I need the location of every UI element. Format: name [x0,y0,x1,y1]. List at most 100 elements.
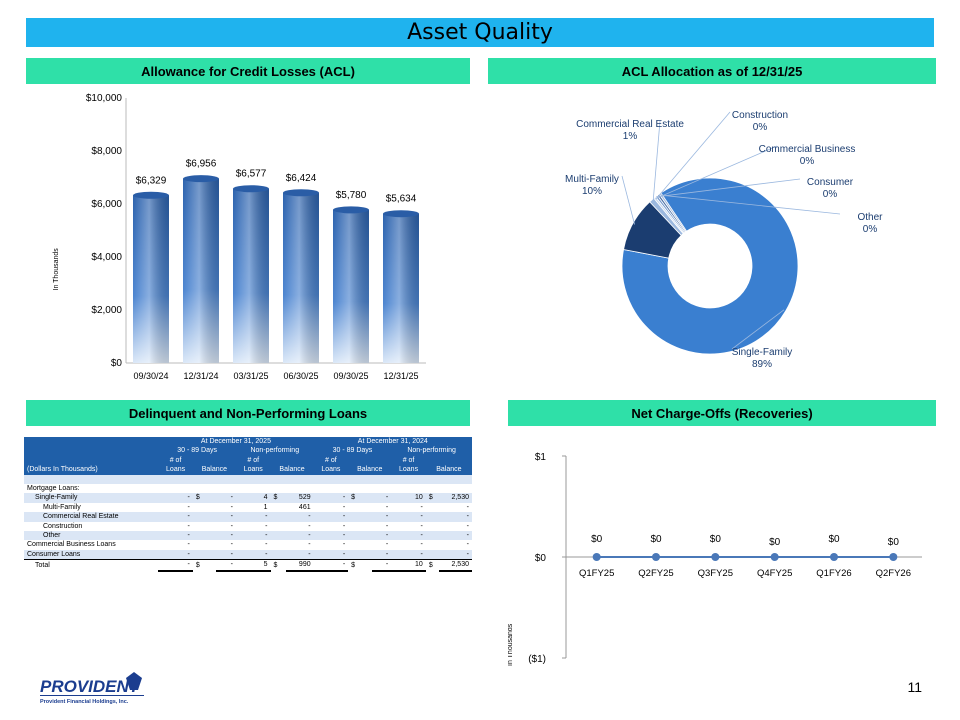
table-cell: - [235,512,271,522]
nco-point [770,553,779,561]
pie-slice-percent: 0% [823,189,838,200]
pie-leader-line [731,309,785,350]
table-col-header: Balance [425,465,472,475]
table-cell [425,474,440,485]
logo-tagline: Provident Financial Holdings, Inc. [40,699,129,705]
delinquent-table-wrap: At December 31, 2025 At December 31, 2024… [24,437,472,572]
acl-bar-shade [333,209,369,363]
table-cell: 990 [285,559,314,572]
acl-xtick-label: 03/31/25 [233,371,268,381]
table-cell: $ [270,493,286,503]
table-cell: - [391,502,426,513]
table-sub-header: Non-performing [235,446,314,456]
pie-slice-label: Construction [732,110,788,121]
table-cell: $ [348,559,372,571]
table-row-label: Construction [24,521,159,532]
nco-y-axis-label: In Thousands [508,623,514,666]
nco-xtick-label: Q3FY25 [698,568,733,579]
table-cell [270,474,286,485]
table-cell: - [371,559,392,572]
table-cell: $ [348,493,372,503]
acl-bar-cap [333,206,369,214]
nco-data-label: $0 [828,534,840,545]
acl-bar-cap [233,185,269,193]
table-col-header: Loans [158,465,193,475]
table-row-label: Single-Family [24,493,159,503]
table-cell: - [439,549,472,560]
table-header-cell [24,455,159,466]
table-row-label-header: (Dollars In Thousands) [24,465,159,475]
acl-ytick-label: $6,000 [91,199,122,210]
table-cell: - [216,512,236,522]
table-cell [285,474,314,485]
nco-data-label: $0 [650,534,662,545]
provident-logo: PROVIDENT Provident Financial Holdings, … [38,670,148,711]
table-cell: - [313,549,349,560]
table-cell [425,512,440,522]
delinquent-table: At December 31, 2025 At December 31, 2024… [24,437,472,572]
table-cell [313,474,349,485]
table-cell: - [158,493,193,503]
pie-leader-line [659,178,801,197]
table-cell: - [216,549,236,560]
acl-y-axis-label: In Thousands [53,248,60,291]
table-cell: - [313,540,349,550]
table-group-header: At December 31, 2024 [313,437,472,447]
page-title: Asset Quality [26,18,934,47]
table-cell: - [216,540,236,550]
table-cell: - [158,531,193,541]
table-cell: $ [270,559,286,571]
table-cell [439,474,472,485]
table-cell: 10 [391,559,426,572]
table-col-header: Balance [348,465,392,475]
table-cell [391,484,426,494]
table-cell: - [313,559,349,572]
table-sub-header: 30 - 89 Days [313,446,392,456]
nco-data-label: $0 [710,534,722,545]
table-cell [270,512,286,522]
acl-bar-chart: $0 $2,000 $4,000 $6,000 $8,000 $10,000 In Thou… [53,93,426,381]
pie-slice-label: Single-Family [732,347,793,358]
logo-wordmark: PROVIDENT [40,677,141,696]
table-row-label: Multi-Family [24,502,159,513]
table-cell: 10 [391,493,426,503]
table-cell [425,484,440,494]
table-col-header: Loans [391,465,426,475]
table-cell [313,484,349,494]
pie-slice-label: Multi-Family [565,174,619,185]
table-cell [270,531,286,541]
table-cell: - [216,531,236,541]
table-group-header-row: At December 31, 2025 At December 31, 2024 [24,437,472,447]
nco-point [711,553,720,561]
table-cell [24,474,159,485]
acl-bar-data-label: $6,956 [186,159,217,170]
nco-data-label: $0 [591,534,603,545]
delinquent-section-title: Delinquent and Non-Performing Loans [128,405,368,421]
table-cell: - [371,493,392,503]
acl-bar-shade [383,213,419,363]
table-cell: - [158,512,193,522]
table-group-header: At December 31, 2025 [158,437,314,447]
table-cell [235,474,271,485]
pie-slice-percent: 1% [623,131,638,142]
table-cell: 4 [235,493,271,503]
table-cell: 1 [235,502,271,513]
acl-ytick-label: $10,000 [86,93,123,104]
table-cell [192,549,217,560]
table-cell: 2,530 [439,559,472,572]
nco-xtick-label: Q1FY26 [816,568,851,579]
table-cell: - [391,540,426,550]
table-row-label: Other [24,531,159,541]
table-cell: - [391,521,426,532]
table-cell [348,540,372,550]
table-cell: 2,530 [439,493,472,503]
logo-divider [40,695,144,696]
nco-ytick-label: $1 [535,452,547,463]
table-col-header [425,455,472,466]
table-col-header-row: (Dollars In Thousands) Loans Balance Loans B… [24,465,472,475]
table-cell [285,484,314,494]
table-cell: - [371,521,392,532]
alloc-section-header: ACL Allocation as of 12/31/25 [488,58,936,84]
table-cell [158,474,193,485]
acl-xtick-label: 09/30/25 [333,371,368,381]
